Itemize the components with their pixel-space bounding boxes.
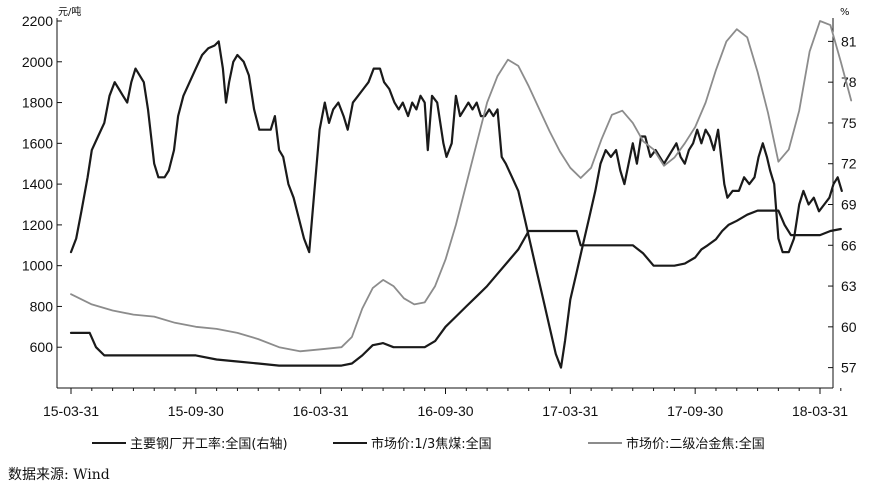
chart-axes: 600 800 1000 1200 1400 1600 1800 2000 2200 57 60 63…: [22, 13, 857, 419]
left-axis-unit: 元/吨: [58, 5, 81, 18]
legend-swatch: [333, 441, 367, 444]
legend-item-0: 主要钢厂开工率:全国(右轴): [92, 433, 288, 452]
legend-item-1: 市场价:1/3焦煤:全国: [333, 433, 492, 452]
chart: 600 800 1000 1200 1400 1600 1800 2000 2200 57 60 63…: [22, 5, 857, 419]
right-tick-label: 63: [841, 278, 857, 294]
right-tick-label: 57: [841, 360, 857, 376]
x-tick-label: 15-09-30: [168, 403, 224, 419]
legend-item-2: 市场价:二级冶金焦:全国: [588, 433, 765, 452]
left-tick-label: 600: [30, 339, 54, 355]
legend-swatch: [588, 441, 622, 444]
x-tick-label: 18-03-31: [792, 403, 848, 419]
right-tick-label: 81: [841, 33, 857, 49]
legend: 主要钢厂开工率:全国(右轴) 市场价:1/3焦煤:全国 市场价:二级冶金焦:全国: [0, 433, 884, 453]
right-tick-label: 66: [841, 237, 857, 253]
left-tick-label: 1600: [22, 135, 53, 151]
right-tick-label: 72: [841, 156, 857, 172]
left-tick-label: 2000: [22, 54, 53, 70]
x-tick-label: 17-09-30: [667, 403, 723, 419]
x-tick-label: 16-03-31: [293, 403, 349, 419]
left-tick-label: 1800: [22, 95, 53, 111]
data-source: 数据来源: Wind: [8, 467, 110, 483]
series-line-1: [69, 209, 842, 367]
series-line-0: [69, 40, 843, 369]
left-tick-label: 1400: [22, 176, 53, 192]
left-tick-label: 800: [30, 298, 54, 314]
x-tick-label: 15-03-31: [43, 403, 99, 419]
chart-series: [69, 20, 853, 369]
series-line-2: [70, 20, 853, 353]
left-tick-label: 1000: [22, 258, 53, 274]
right-tick-label: 69: [841, 197, 857, 213]
left-tick-label: 2200: [22, 13, 53, 29]
right-tick-label: 78: [841, 74, 857, 90]
right-tick-label: 75: [841, 115, 857, 131]
legend-label: 主要钢厂开工率:全国(右轴): [130, 437, 288, 452]
legend-label: 市场价:1/3焦煤:全国: [371, 437, 492, 452]
x-tick-label: 16-09-30: [417, 403, 473, 419]
legend-label: 市场价:二级冶金焦:全国: [626, 437, 765, 452]
right-tick-label: 60: [841, 319, 857, 335]
left-tick-label: 1200: [22, 217, 53, 233]
x-tick-label: 17-03-31: [542, 403, 598, 419]
legend-swatch: [92, 441, 126, 444]
right-axis-unit: %: [840, 7, 850, 18]
